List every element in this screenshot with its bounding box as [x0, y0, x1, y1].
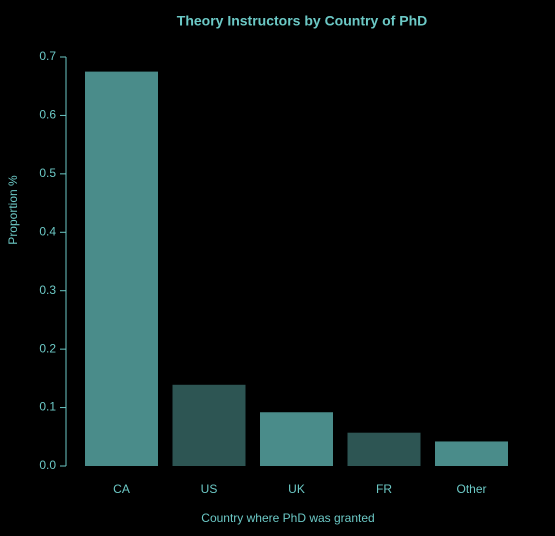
y-tick-label: 0.2	[39, 341, 56, 355]
x-axis-label: Country where PhD was granted	[201, 511, 374, 525]
bar	[85, 71, 158, 466]
y-tick-label: 0.7	[39, 49, 56, 63]
bar	[260, 412, 333, 466]
y-tick-label: 0.3	[39, 283, 56, 297]
y-axis-label: Proportion %	[6, 175, 20, 245]
x-tick-label: US	[201, 482, 218, 496]
bar	[435, 441, 508, 466]
x-tick-label: UK	[288, 482, 305, 496]
y-tick-label: 0.1	[39, 400, 56, 414]
y-tick-label: 0.6	[39, 108, 56, 122]
y-tick-label: 0.4	[39, 224, 56, 238]
x-tick-label: CA	[113, 482, 130, 496]
y-tick-label: 0.5	[39, 166, 56, 180]
bar	[347, 432, 421, 466]
bar	[172, 384, 246, 466]
x-tick-label: Other	[456, 482, 486, 496]
chart-title: Theory Instructors by Country of PhD	[177, 13, 427, 29]
y-tick-label: 0.0	[39, 458, 56, 472]
x-tick-label: FR	[376, 482, 392, 496]
